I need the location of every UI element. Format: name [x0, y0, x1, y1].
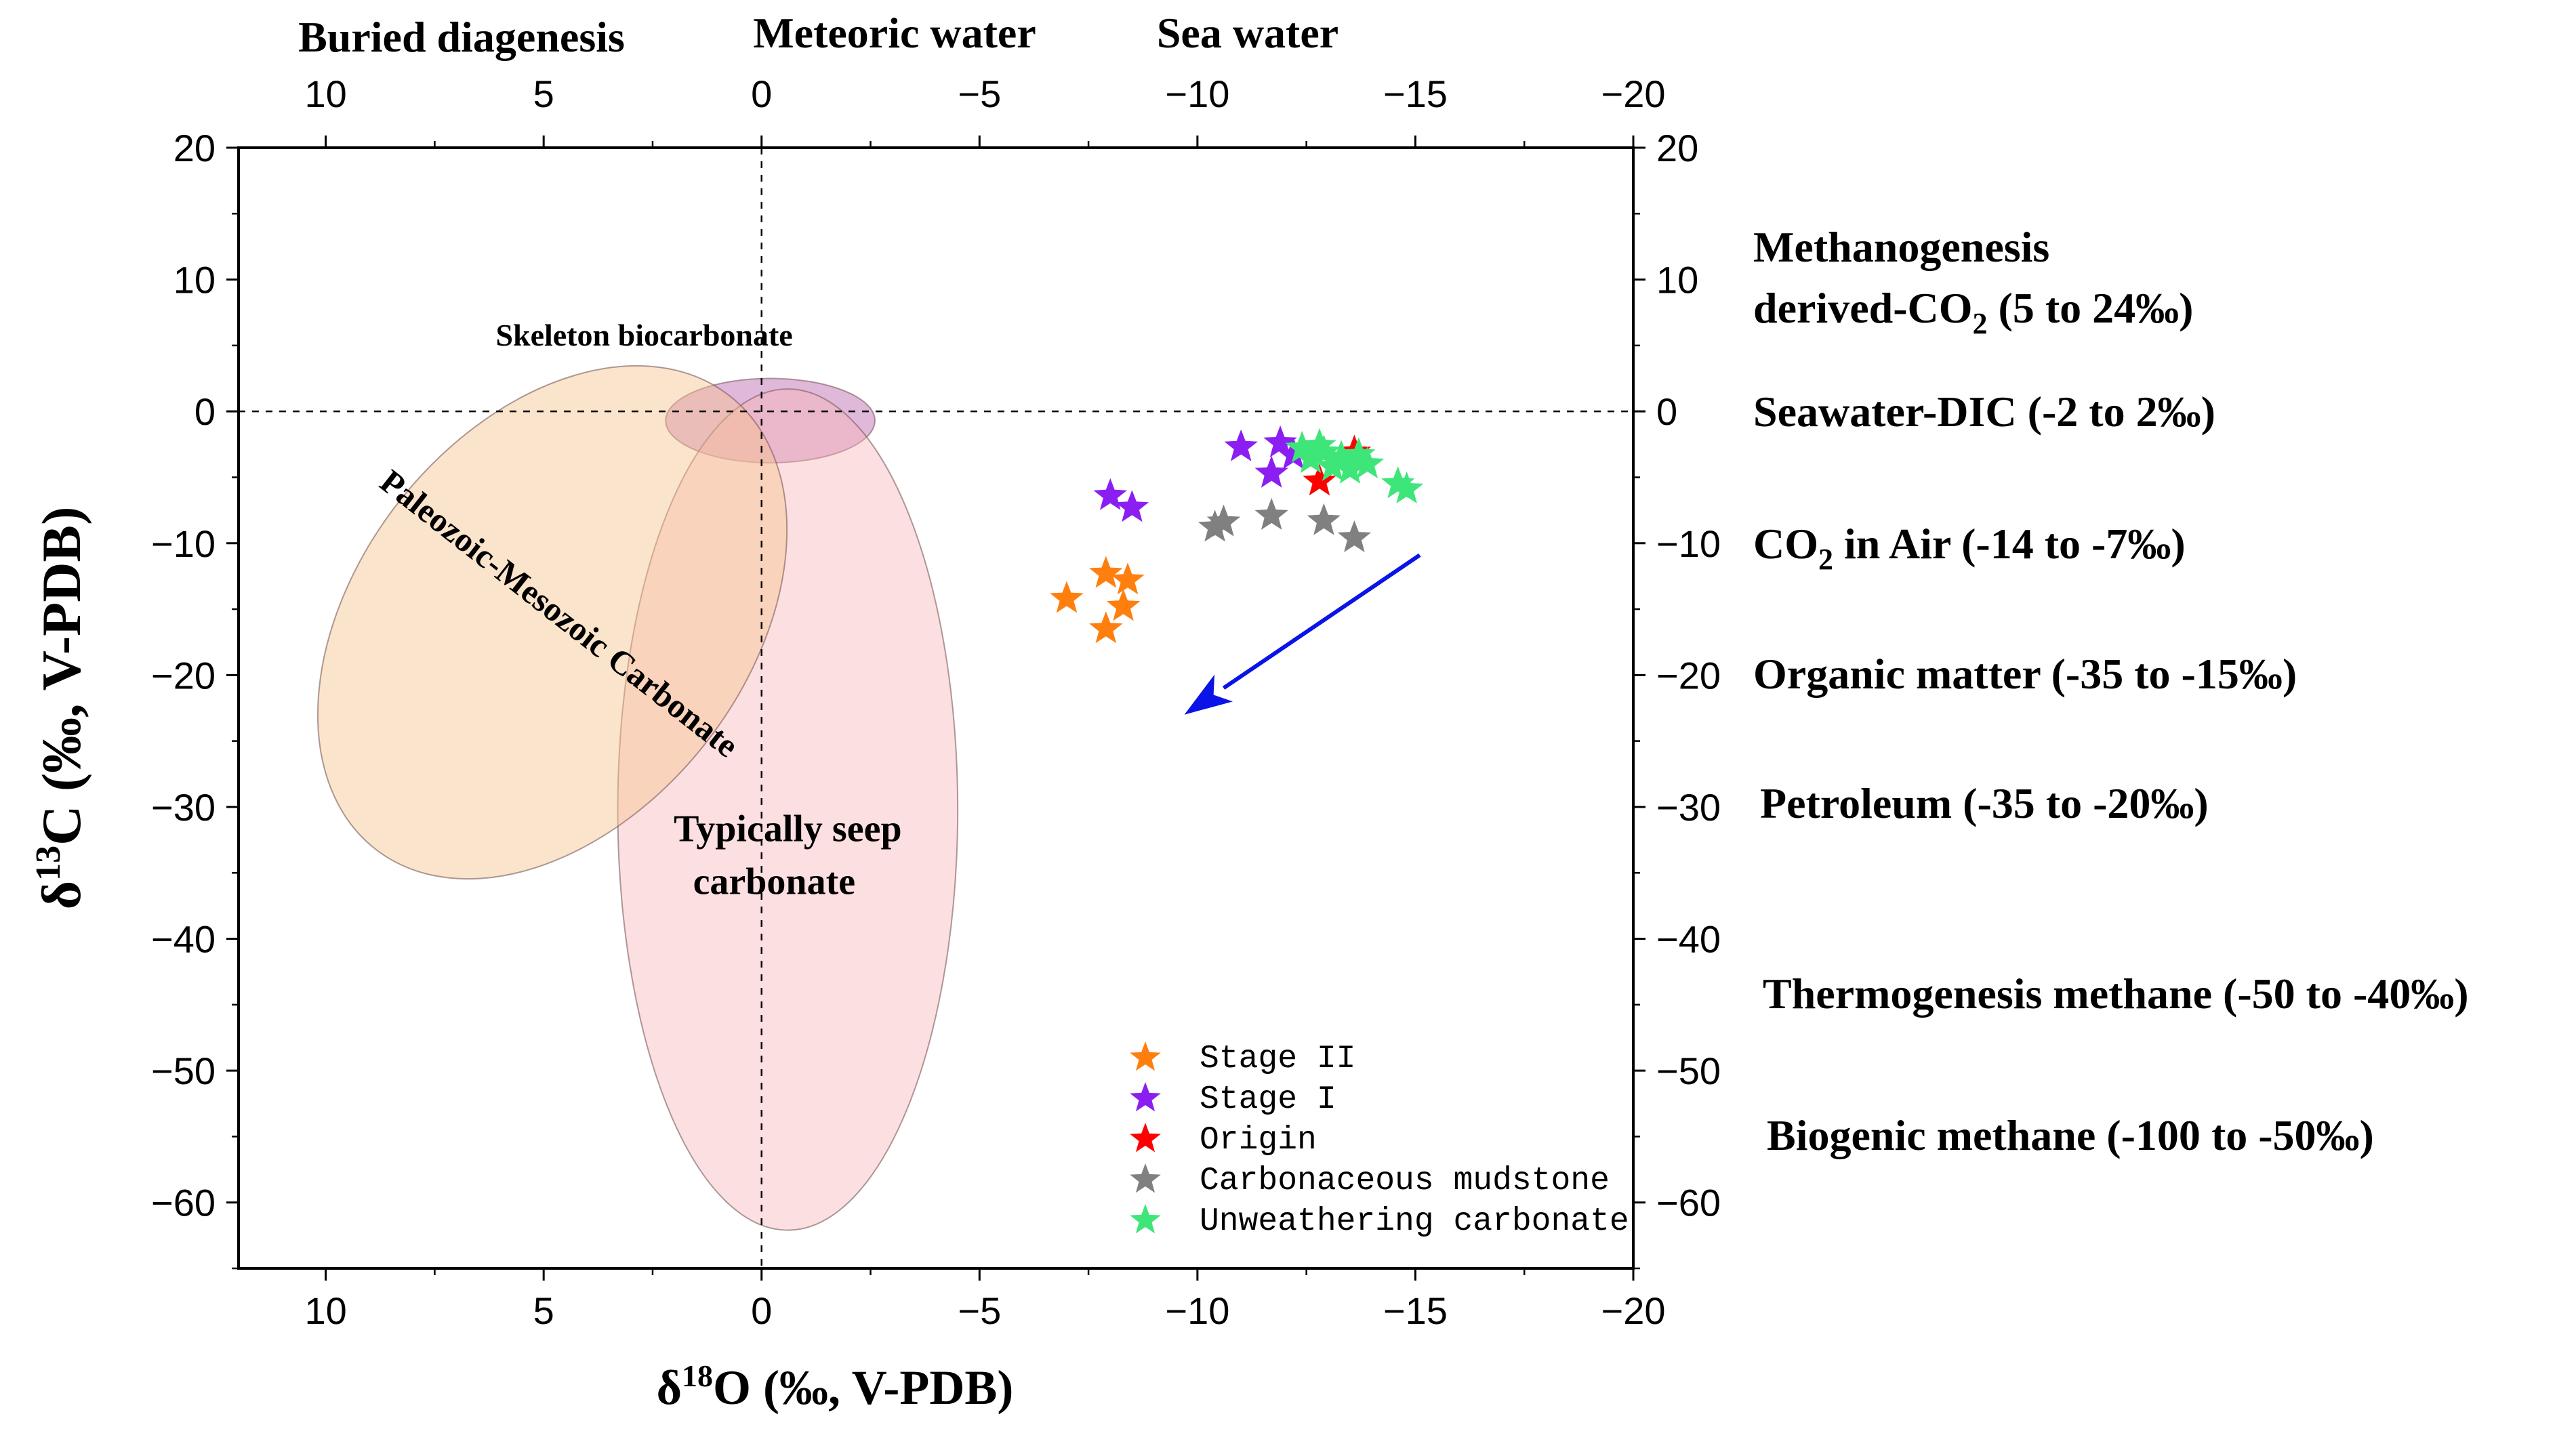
y-right-tick-label: −50 [1656, 1050, 1721, 1092]
point-unweathering-carbonate [1389, 472, 1424, 503]
point-stage-i [1263, 425, 1297, 457]
point-unweathering-carbonate [1324, 440, 1358, 472]
label-biogenic-methane: Biogenic methane (-100 to -50‰) [1767, 1111, 2374, 1159]
legend-marker [1130, 1163, 1161, 1193]
seep-carbonate-label: carbonate [693, 861, 856, 903]
y-right-tick-label: 0 [1656, 390, 1677, 433]
x-bottom-tick-label: 0 [751, 1289, 772, 1332]
region-ellipse-3 [316, 365, 788, 880]
point-unweathering-carbonate [1315, 449, 1349, 481]
label-co2-air: CO2 in Air (-14 to -7‰) [1753, 520, 2186, 576]
y-right-tick-label: −30 [1656, 786, 1721, 829]
x-top-tick-label: −5 [958, 72, 1001, 115]
y-left-tick-label: 10 [173, 259, 216, 302]
y-left-tick-label: 20 [173, 127, 216, 169]
y-right-tick-label: 20 [1656, 127, 1698, 169]
legend-marker [1130, 1123, 1161, 1153]
point-stage-i [1224, 429, 1258, 461]
x-top-tick-label: −10 [1165, 72, 1229, 115]
arrow-head [1184, 674, 1233, 715]
label-thermogenesis-methane: Thermogenesis methane (-50 to -40‰) [1763, 970, 2469, 1018]
point-unweathering-carbonate [1351, 447, 1385, 478]
top-label-buried-diagenesis: Buried diagenesis [298, 13, 625, 61]
top-label-sea-water: Sea water [1157, 9, 1338, 57]
legend-label: Carbonaceous mudstone [1200, 1163, 1610, 1199]
y-left-tick-label: −40 [151, 918, 216, 961]
x-axis-title: δ18O (‰, V-PDB) [657, 1359, 1014, 1415]
x-top-tick-label: 0 [751, 72, 772, 115]
legend: Stage II Stage I Origin Carbonaceous mudsto… [1130, 1041, 1629, 1240]
y-right-tick-label: −10 [1656, 522, 1721, 565]
point-unweathering-carbonate [1381, 466, 1415, 499]
arrow-shaft [1222, 553, 1421, 690]
region-ellipse-2 [617, 388, 959, 1231]
x-bottom-tick-label: −5 [958, 1289, 1001, 1332]
point-stage-i [1276, 437, 1311, 470]
x-top-tick-label: 10 [304, 72, 346, 115]
point-unweathering-carbonate [1285, 430, 1319, 463]
x-bottom-tick-label: 10 [304, 1289, 346, 1332]
legend-label: Origin [1200, 1122, 1317, 1159]
legend-marker [1130, 1041, 1161, 1071]
label-organic-matter: Organic matter (-35 to -15‰) [1753, 650, 2297, 698]
data-points [1050, 425, 1424, 644]
top-label-meteoric-water: Meteoric water [753, 9, 1036, 57]
y-right-tick-label: −20 [1656, 654, 1721, 697]
legend-label: Stage I [1200, 1081, 1336, 1118]
y-right-tick-label: −40 [1656, 918, 1721, 961]
label-seawater-dic: Seawater-DIC (-2 to 2‰) [1753, 388, 2215, 436]
legend-marker [1130, 1082, 1161, 1112]
point-unweathering-carbonate [1342, 437, 1376, 470]
skeleton-biocarbonate-label: Skeleton biocarbonate [495, 318, 792, 352]
y-right-tick-label: −60 [1656, 1182, 1721, 1224]
point-carbonaceous-mudstone [1337, 520, 1372, 552]
seep-carbonate-label: Typically seep [674, 808, 902, 850]
reference-lines [239, 148, 1640, 1268]
region-ellipse-1 [665, 377, 876, 464]
y-left-tick-label: −10 [151, 522, 216, 565]
y-left-tick-label: −50 [151, 1050, 216, 1092]
x-top-tick-label: 5 [533, 72, 554, 115]
label-methanogenesis: Methanogenesis [1753, 223, 2049, 271]
point-stage-ii [1089, 556, 1123, 588]
label-petroleum: Petroleum (-35 to -20‰) [1760, 779, 2209, 827]
point-stage-i [1093, 478, 1127, 510]
legend-label: Stage II [1200, 1041, 1355, 1077]
point-unweathering-carbonate [1303, 428, 1336, 460]
legend-label: Unweathering carbonate [1200, 1203, 1629, 1240]
y-left-tick-label: −30 [151, 786, 216, 829]
y-axis-title: δ13C (‰, V-PDB) [29, 507, 92, 910]
axis-ticks: 10 10 5 5 0 0 −5 −5 −10 −10 −15 −15 −20 −20 20 20 10 10 0 0… [151, 72, 1721, 1332]
legend-marker [1130, 1204, 1161, 1234]
y-left-tick-label: 0 [195, 390, 216, 433]
point-stage-ii [1050, 581, 1084, 613]
point-stage-i [1115, 490, 1149, 522]
y-left-tick-label: −20 [151, 654, 216, 697]
point-stage-ii [1111, 562, 1145, 595]
point-carbonaceous-mudstone [1206, 504, 1241, 537]
point-stage-ii [1106, 589, 1141, 621]
point-origin [1303, 463, 1336, 496]
x-bottom-tick-label: −15 [1383, 1289, 1448, 1332]
point-carbonaceous-mudstone [1198, 510, 1232, 542]
y-left-tick-label: −60 [151, 1182, 216, 1224]
label-methanogenesis-co2: derived-CO2 (5 to 24‰) [1753, 284, 2193, 340]
x-bottom-tick-label: −20 [1601, 1289, 1666, 1332]
trend-arrow [1184, 553, 1421, 715]
point-stage-i [1254, 455, 1288, 488]
point-stage-ii [1089, 611, 1123, 644]
x-bottom-tick-label: 5 [533, 1289, 554, 1332]
plot-frame [237, 146, 1635, 1270]
y-right-tick-label: 10 [1656, 259, 1698, 302]
point-carbonaceous-mudstone [1307, 503, 1341, 535]
region-ellipses [316, 365, 959, 1231]
point-carbonaceous-mudstone [1254, 497, 1288, 530]
x-bottom-tick-label: −10 [1165, 1289, 1229, 1332]
x-top-tick-label: −15 [1383, 72, 1448, 115]
x-top-tick-label: −20 [1601, 72, 1666, 115]
